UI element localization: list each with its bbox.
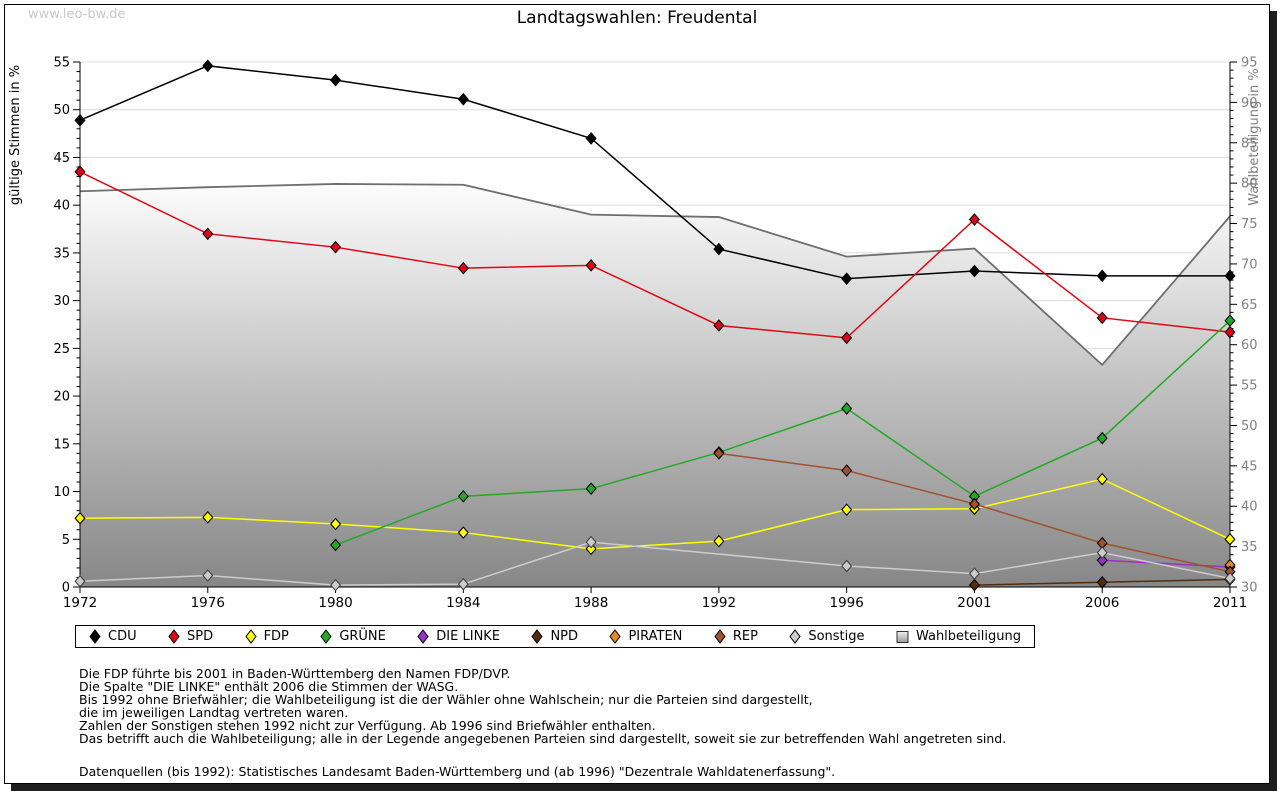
svg-text:30: 30 <box>53 294 70 309</box>
svg-text:60: 60 <box>1241 338 1258 353</box>
legend-item-PIRATEN: PIRATEN <box>609 629 682 644</box>
svg-text:1996: 1996 <box>829 595 863 611</box>
svg-text:45: 45 <box>53 151 70 166</box>
legend-diamond-icon <box>417 629 429 644</box>
legend-label: Sonstige <box>808 629 865 644</box>
svg-text:90: 90 <box>1241 96 1258 111</box>
footnote-line: Zahlen der Sonstigen stehen 1992 nicht z… <box>79 718 656 734</box>
legend-label: NPD <box>550 629 579 644</box>
legend-diamond-icon <box>609 629 622 644</box>
svg-text:1992: 1992 <box>702 595 736 611</box>
legend-diamond-icon <box>714 629 726 644</box>
legend-diamond-icon <box>320 629 332 644</box>
svg-text:40: 40 <box>1241 500 1258 515</box>
svg-text:20: 20 <box>53 390 70 405</box>
legend-diamond-icon <box>789 629 801 644</box>
svg-text:25: 25 <box>53 342 70 357</box>
left-axis-label: gültige Stimmen in % <box>8 65 23 205</box>
legend-item-REP: REP <box>714 629 758 644</box>
series-CDU <box>74 59 1236 286</box>
legend-diamond-icon <box>531 629 544 644</box>
svg-text:0: 0 <box>62 581 70 596</box>
legend-item-Wahlbeteiligung: Wahlbeteiligung <box>896 629 1021 644</box>
footnote-line: Das betrifft auch die Wahlbeteiligung; a… <box>79 731 1007 747</box>
legend: CDU SPD FDP GRÜNE DIE LINKE NPD PIRATEN REP Sons… <box>75 625 1035 648</box>
svg-text:55: 55 <box>1241 379 1258 394</box>
footnote-line: Bis 1992 ohne Briefwähler; die Wahlbetei… <box>79 692 813 708</box>
footnote-line: die im jeweiligen Landtag vertreten ware… <box>79 705 349 721</box>
legend-square-icon <box>896 630 909 643</box>
svg-text:30: 30 <box>1241 581 1258 596</box>
svg-text:1976: 1976 <box>191 595 225 611</box>
legend-label: DIE LINKE <box>436 629 501 644</box>
legend-diamond-icon <box>168 629 180 644</box>
legend-diamond-icon <box>89 629 101 644</box>
legend-item-FDP: FDP <box>244 629 289 644</box>
data-source-line: Datenquellen (bis 1992): Statistisches L… <box>79 763 836 779</box>
right-axis-label: Wahlbeteiligung in % <box>1247 68 1262 205</box>
svg-text:75: 75 <box>1241 217 1258 232</box>
legend-item-NPD: NPD <box>531 629 578 644</box>
svg-text:15: 15 <box>53 437 70 452</box>
turnout-line <box>79 183 1231 367</box>
svg-text:40: 40 <box>53 199 70 214</box>
watermark: www.leo-bw.de <box>28 7 126 22</box>
turnout-area <box>80 183 1230 587</box>
svg-text:2001: 2001 <box>957 595 991 611</box>
svg-text:65: 65 <box>1241 298 1258 313</box>
series-FDP <box>74 472 1236 556</box>
chart-frame: www.leo-bw.de Landtagswahlen: Freudental… <box>4 4 1270 784</box>
chart-svg: 0 5 10 15 20 25 30 35 40 45 50 55 30 35 40 45 50 55 60 65 70… <box>8 56 1262 612</box>
legend-label: GRÜNE <box>339 629 386 644</box>
legend-label: SPD <box>187 629 214 644</box>
svg-text:5: 5 <box>62 533 70 548</box>
footnotes: Die FDP führte bis 2001 in Baden-Württem… <box>79 667 1006 778</box>
svg-text:1972: 1972 <box>63 595 97 611</box>
footnote-line: Die FDP führte bis 2001 in Baden-Württem… <box>79 666 511 681</box>
legend-item-CDU: CDU <box>89 629 137 644</box>
legend-item-Sonstige: Sonstige <box>789 629 865 644</box>
series-GRÜNE <box>330 314 1236 552</box>
svg-text:2006: 2006 <box>1085 595 1119 611</box>
svg-text:85: 85 <box>1241 136 1258 151</box>
series-SPD <box>74 165 1236 345</box>
svg-text:50: 50 <box>1241 419 1258 434</box>
svg-text:1980: 1980 <box>318 595 352 611</box>
legend-label: REP <box>732 629 758 644</box>
legend-item-DIE LINKE: DIE LINKE <box>417 629 500 644</box>
election-line-chart: 0 5 10 15 20 25 30 35 40 45 50 55 30 35 40 45 50 55 60 65 70… <box>5 5 1269 619</box>
legend-label: PIRATEN <box>628 629 683 644</box>
legend-label: CDU <box>108 629 137 644</box>
series-Sonstige <box>74 535 1236 592</box>
svg-text:2011: 2011 <box>1213 595 1247 611</box>
svg-text:1988: 1988 <box>574 595 608 611</box>
svg-text:80: 80 <box>1241 177 1258 192</box>
svg-text:35: 35 <box>53 246 70 261</box>
svg-text:35: 35 <box>1241 540 1258 555</box>
legend-item-GRÜNE: GRÜNE <box>320 629 386 644</box>
legend-diamond-icon <box>244 629 257 644</box>
footnote-line: Die Spalte "DIE LINKE" enthält 2006 die … <box>79 679 459 695</box>
svg-text:95: 95 <box>1241 56 1258 71</box>
legend-item-SPD: SPD <box>168 629 213 644</box>
legend-label: Wahlbeteiligung <box>915 629 1021 644</box>
svg-text:70: 70 <box>1241 257 1258 272</box>
svg-text:45: 45 <box>1241 459 1258 474</box>
page-title: Landtagswahlen: Freudental <box>516 8 758 28</box>
svg-text:10: 10 <box>53 485 70 500</box>
legend-label: FDP <box>263 629 289 644</box>
svg-text:50: 50 <box>53 103 70 118</box>
svg-text:55: 55 <box>53 56 70 71</box>
svg-text:1984: 1984 <box>446 595 480 611</box>
